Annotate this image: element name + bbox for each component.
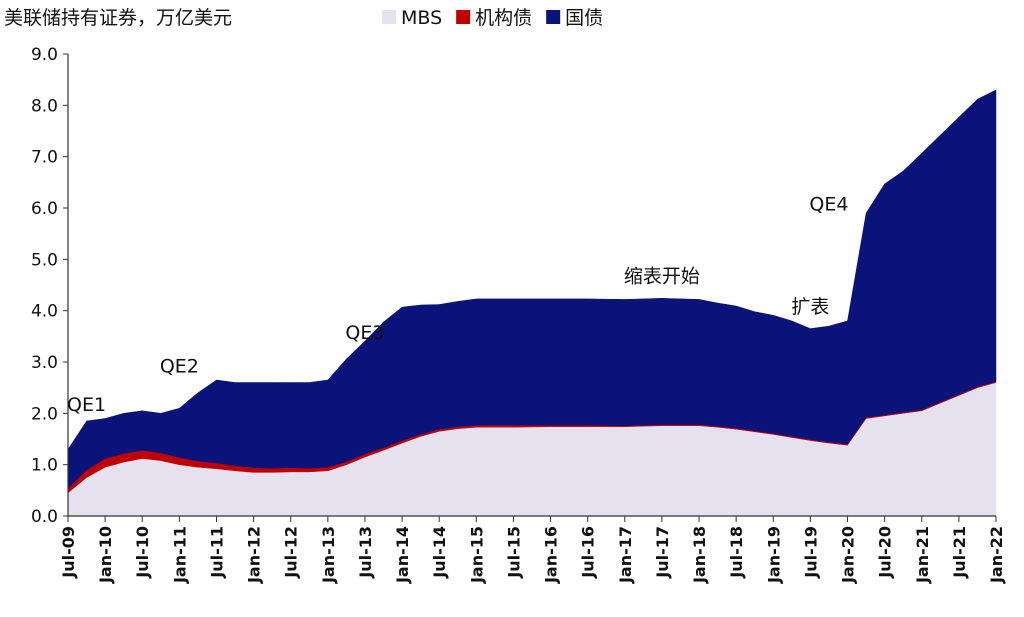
x-tick-label: Jan-14 [393,526,412,584]
plot-area [67,89,997,517]
chart-title: 美联储持有证券，万亿美元 [4,7,232,29]
x-tick-label: Jul-13 [356,526,375,579]
legend: MBS 机构债 国债 [382,7,603,29]
legend-label: 国债 [565,7,603,29]
x-tick-label: Jul-19 [801,526,820,579]
y-tick-label: 6.0 [31,199,58,219]
y-tick-label: 1.0 [31,456,58,476]
x-tick-label: Jul-10 [133,526,152,579]
x-tick-label: Jul-14 [430,526,449,579]
x-tick-label: Jan-18 [690,526,709,584]
y-tick-label: 2.0 [31,404,58,424]
x-tick-label: Jul-11 [208,526,227,579]
x-tick-label: Jul-16 [579,526,598,579]
x-tick-label: Jul-18 [727,526,746,579]
axes: 0.0 1.0 2.0 3.0 4.0 5.0 6.0 7.0 8.0 9.0 Jul-09 Jan-… [31,45,1006,584]
x-tick-label: Jan-12 [245,526,264,584]
y-tick-label: 8.0 [31,96,58,116]
annotation-label: 缩表开始 [624,265,700,287]
y-tick-label: 3.0 [31,353,58,373]
y-tick-label: 9.0 [31,45,58,65]
x-tick-label: Jan-20 [839,526,858,584]
y-tick-label: 5.0 [31,250,58,270]
annotation-label: QE3 [345,322,384,344]
x-tick-label: Jan-10 [96,526,115,584]
y-tick-label: 4.0 [31,302,58,322]
x-tick-label: Jan-15 [467,526,486,584]
x-tick-label: Jan-17 [616,526,635,584]
x-tick-label: Jul-12 [282,526,301,579]
legend-label: MBS [401,7,442,29]
x-tick-label: Jan-21 [913,526,932,584]
y-tick-label: 7.0 [31,148,58,168]
annotation-label: QE4 [809,194,848,216]
y-tick-label: 0.0 [31,507,58,527]
x-tick-label: Jan-13 [319,526,338,584]
x-tick-label: Jul-21 [950,526,969,579]
x-tick-label: Jan-19 [764,526,783,584]
annotation-label: 扩表 [791,296,829,318]
legend-swatch [382,10,396,24]
x-tick-label: Jul-17 [653,526,672,579]
legend-swatch [546,10,561,24]
x-tick-label: Jan-16 [542,526,561,584]
annotation-label: QE1 [67,394,106,416]
x-tick-label: Jan-11 [170,526,189,584]
legend-swatch [456,10,471,24]
x-tick-label: Jan-22 [987,526,1006,584]
legend-label: 机构债 [475,7,532,29]
area-series-2 [67,89,997,490]
x-tick-label: Jul-15 [504,526,523,579]
annotation-label: QE2 [160,355,199,377]
x-tick-label: Jul-09 [59,526,78,579]
x-tick-label: Jul-20 [876,526,895,579]
